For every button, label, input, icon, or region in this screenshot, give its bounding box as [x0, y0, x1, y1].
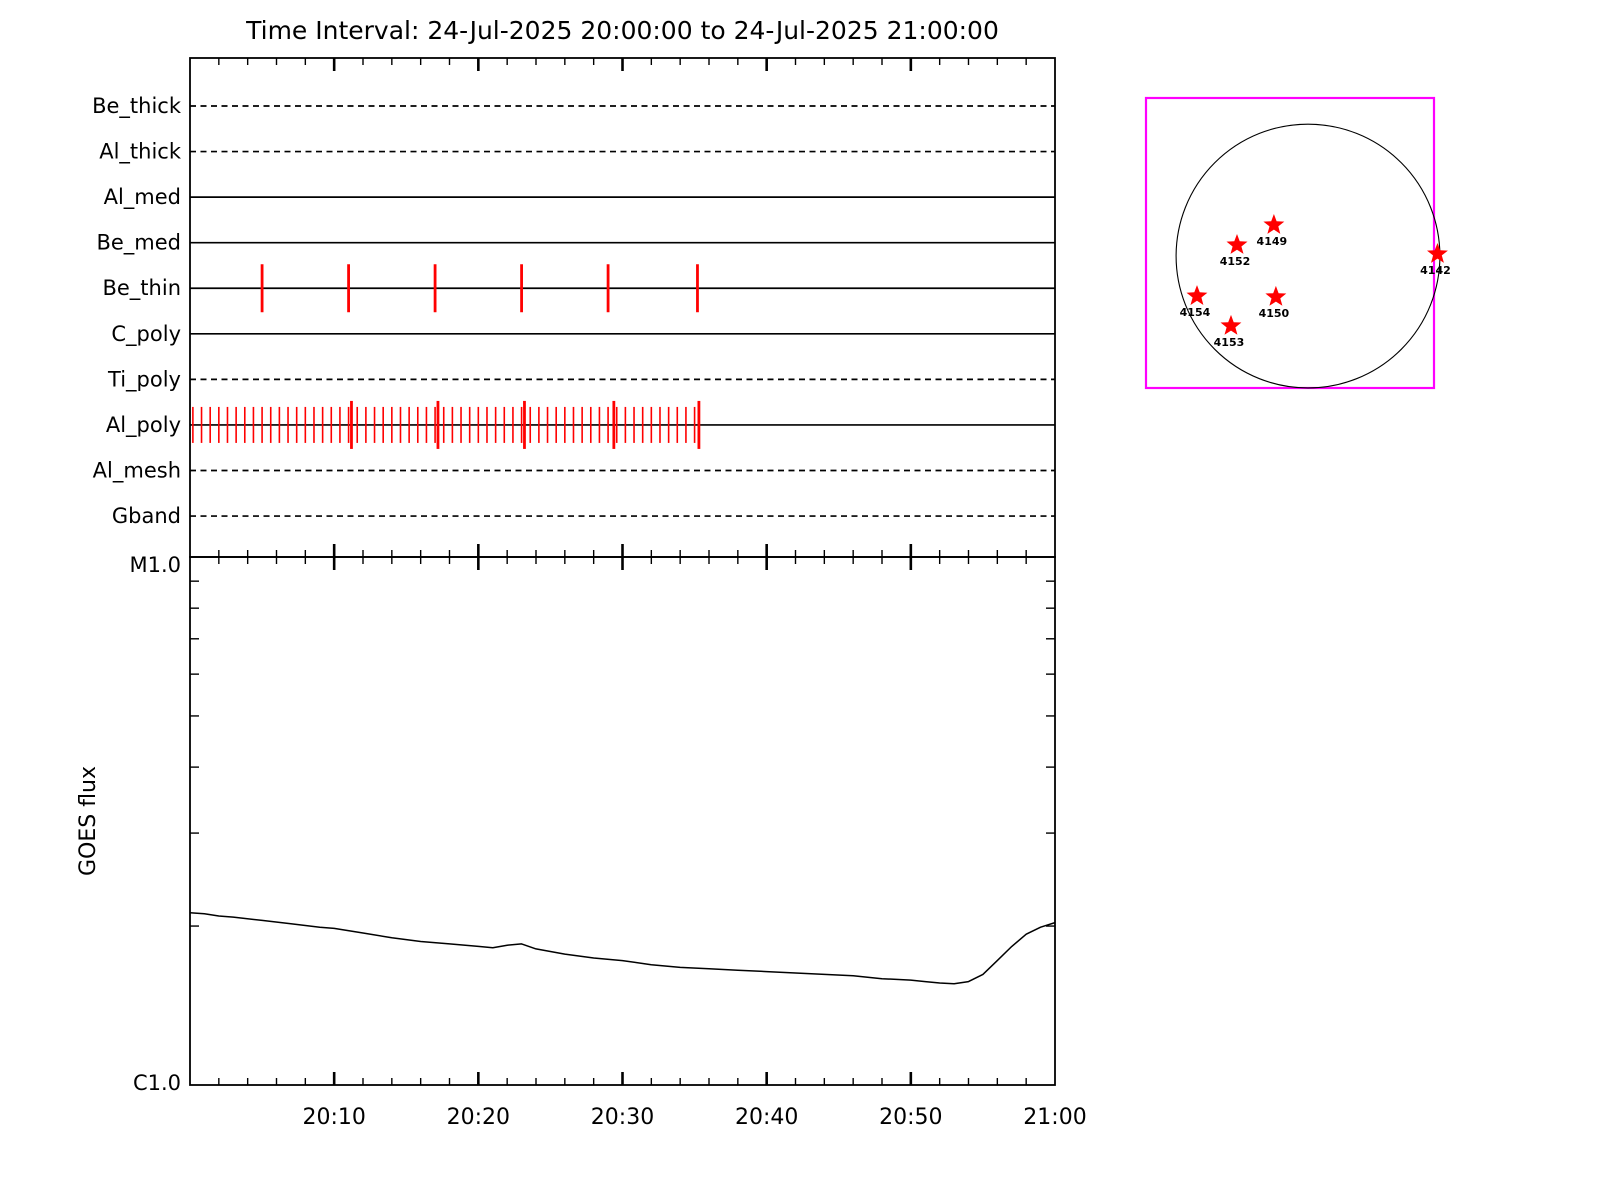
filter-label-c_poly: C_poly	[111, 322, 181, 347]
active-region-label-4149: 4149	[1257, 235, 1288, 248]
filter-label-al_poly: Al_poly	[106, 413, 181, 438]
x-axis-label: 20:10	[302, 1105, 365, 1130]
goes-y-top-label: M1.0	[129, 553, 181, 577]
goes-flux-panel	[189, 556, 1056, 1086]
solar-disk-box	[1144, 96, 1436, 390]
filter-label-be_thin: Be_thin	[102, 276, 181, 301]
active-region-label-4142: 4142	[1420, 264, 1451, 277]
x-axis-label: 20:50	[879, 1105, 942, 1130]
plot-title: Time Interval: 24-Jul-2025 20:00:00 to 2…	[246, 16, 999, 45]
active-region-label-4154: 4154	[1180, 306, 1211, 319]
active-region-star-4152	[1226, 234, 1248, 254]
active-region-star-4142	[1427, 243, 1448, 263]
active-region-label-4150: 4150	[1259, 307, 1290, 320]
filter-label-al_med: Al_med	[104, 185, 181, 210]
active-region-star-4149	[1263, 214, 1285, 234]
x-axis-label: 20:40	[735, 1105, 798, 1130]
filter-label-gband: Gband	[112, 504, 181, 528]
active-region-star-4150	[1265, 285, 1287, 306]
active-region-label-4153: 4153	[1214, 336, 1245, 349]
active-region-star-4153	[1220, 314, 1242, 335]
active-region-star-4154	[1186, 285, 1208, 305]
filter-timeline-panel	[189, 57, 1056, 558]
filter-label-al_thick: Al_thick	[99, 140, 182, 165]
goes-flux-curve	[189, 911, 1056, 985]
filter-label-be_med: Be_med	[96, 231, 181, 256]
filter-label-al_mesh: Al_mesh	[93, 458, 181, 483]
filter-label-ti_poly: Ti_poly	[107, 367, 181, 392]
x-axis-label: 20:20	[447, 1105, 510, 1130]
goes-ylabel: GOES flux	[76, 766, 101, 876]
active-region-label-4152: 4152	[1220, 255, 1251, 268]
goes-y-bottom-label: C1.0	[133, 1071, 181, 1095]
x-axis-label: 21:00	[1023, 1105, 1086, 1130]
x-axis-label: 20:30	[591, 1105, 654, 1130]
filter-label-be_thick: Be_thick	[92, 94, 182, 119]
